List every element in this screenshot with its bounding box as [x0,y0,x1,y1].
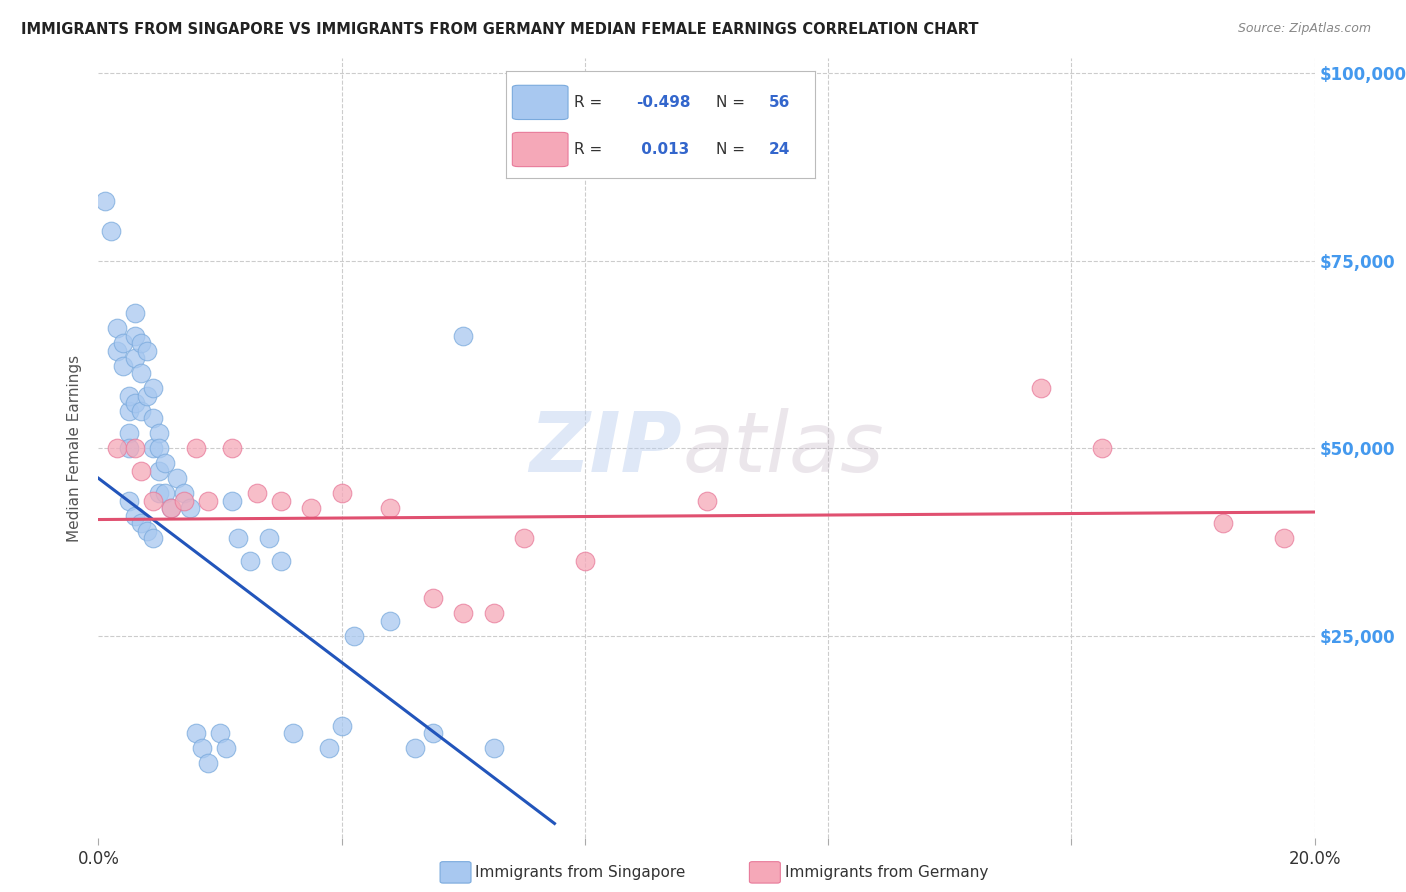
Text: atlas: atlas [682,408,884,489]
Text: Immigrants from Germany: Immigrants from Germany [785,865,988,880]
Point [299,501,322,516]
Point [257,531,280,545]
FancyBboxPatch shape [512,86,568,120]
Point [142,411,165,425]
Point [136,343,159,358]
Point [179,501,201,516]
Point [1212,516,1234,531]
Text: ZIP: ZIP [530,408,682,489]
Point [482,741,505,756]
Point [142,381,165,395]
Point [148,426,170,441]
Point [142,441,165,455]
Point [173,486,195,500]
Point [105,321,128,335]
Point [124,441,146,455]
Point [221,493,243,508]
Point [148,464,170,478]
Point [124,328,146,343]
Point [148,441,170,455]
Point [148,486,170,500]
Text: R =: R = [574,142,607,157]
Text: 56: 56 [769,95,790,110]
Point [281,726,304,740]
Point [111,336,134,351]
Point [453,328,475,343]
Point [160,501,183,516]
Point [136,524,159,538]
Text: N =: N = [717,142,751,157]
Point [111,359,134,373]
Point [142,531,165,545]
Point [270,554,292,568]
Point [380,501,402,516]
Point [197,493,219,508]
Point [184,441,207,455]
Text: IMMIGRANTS FROM SINGAPORE VS IMMIGRANTS FROM GERMANY MEDIAN FEMALE EARNINGS CORR: IMMIGRANTS FROM SINGAPORE VS IMMIGRANTS … [21,22,979,37]
Point [270,493,292,508]
Point [209,726,232,740]
Point [482,607,505,621]
Point [1272,531,1295,545]
Point [105,441,128,455]
Point [155,456,177,470]
Point [118,389,141,403]
Point [221,441,243,455]
FancyBboxPatch shape [512,132,568,167]
Text: 0.013: 0.013 [636,142,689,157]
Point [173,493,195,508]
Point [453,607,475,621]
Point [118,403,141,417]
Point [422,726,444,740]
Point [155,486,177,500]
Point [215,741,238,756]
Point [129,464,152,478]
Point [574,554,596,568]
Text: -0.498: -0.498 [636,95,690,110]
Point [124,306,146,320]
Point [404,741,426,756]
Point [160,501,183,516]
Point [239,554,262,568]
Point [118,493,141,508]
Point [142,493,165,508]
Point [124,351,146,366]
Text: Immigrants from Singapore: Immigrants from Singapore [475,865,686,880]
Point [184,726,207,740]
Point [696,493,718,508]
Point [318,741,340,756]
Point [1091,441,1114,455]
Point [197,756,219,771]
Point [129,366,152,380]
Point [124,396,146,410]
Y-axis label: Median Female Earnings: Median Female Earnings [67,355,83,541]
Point [100,224,122,238]
Text: 24: 24 [769,142,790,157]
Point [343,629,366,643]
Point [129,336,152,351]
Point [380,614,402,628]
Point [166,471,188,485]
Point [226,531,249,545]
Point [118,441,141,455]
Point [330,486,353,500]
Point [93,194,115,208]
Point [191,741,214,756]
Point [118,426,141,441]
Point [330,719,353,733]
Point [105,343,128,358]
Point [136,389,159,403]
Point [129,516,152,531]
Text: R =: R = [574,95,607,110]
Text: N =: N = [717,95,751,110]
Point [124,508,146,523]
Text: Source: ZipAtlas.com: Source: ZipAtlas.com [1237,22,1371,36]
Point [245,486,267,500]
Point [422,591,444,606]
Point [1029,381,1052,395]
Point [129,403,152,417]
Point [513,531,536,545]
